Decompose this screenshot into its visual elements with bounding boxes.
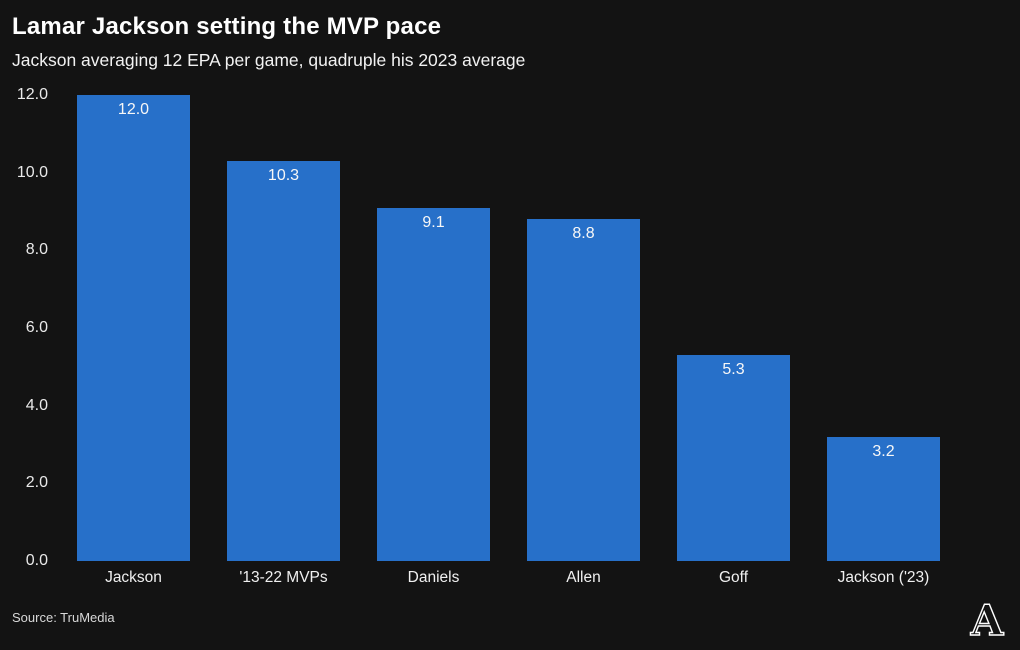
bar-value-label: 12.0 — [117, 101, 150, 118]
y-axis-tick-label: 6.0 — [25, 319, 48, 336]
chart-subtitle: Jackson averaging 12 EPA per game, quadr… — [12, 50, 526, 70]
x-axis-category-label: Jackson ('23) — [837, 569, 930, 586]
bar-jackson — [77, 95, 190, 561]
bar-daniels — [377, 207, 490, 561]
x-axis-category-label: Daniels — [407, 569, 460, 586]
bar-goff — [677, 355, 790, 561]
bar-value-label: 8.8 — [572, 225, 595, 243]
y-axis-tick-label: 12.0 — [16, 86, 48, 103]
y-axis-tick-label: 4.0 — [25, 396, 48, 414]
bar-13-22-mvps — [227, 161, 340, 561]
y-axis-tick-label: 10.0 — [16, 163, 48, 181]
bar-allen — [527, 219, 640, 561]
x-axis-category-label: Goff — [718, 569, 748, 586]
athletic-logo-icon: A — [969, 596, 1005, 644]
x-axis-category-label: Allen — [566, 569, 601, 586]
x-axis-category-label: '13-22 MVPs — [239, 569, 328, 586]
bar-value-label: 3.2 — [872, 442, 895, 460]
y-axis-tick-label: 2.0 — [25, 474, 48, 492]
bar-value-label: 9.1 — [422, 213, 445, 231]
bar-value-label: 10.3 — [267, 167, 300, 185]
bar-jackson-23 — [827, 436, 940, 561]
chart-title: Lamar Jackson setting the MVP pace — [12, 13, 442, 40]
source-credit: Source: TruMedia — [12, 610, 115, 625]
athletic-logo-letter: A — [970, 596, 1005, 644]
y-axis-tick-label: 8.0 — [25, 241, 48, 259]
bar-value-label: 5.3 — [722, 361, 745, 379]
y-axis-tick-label: 0.0 — [25, 552, 48, 569]
x-axis-category-label: Jackson — [105, 569, 162, 586]
